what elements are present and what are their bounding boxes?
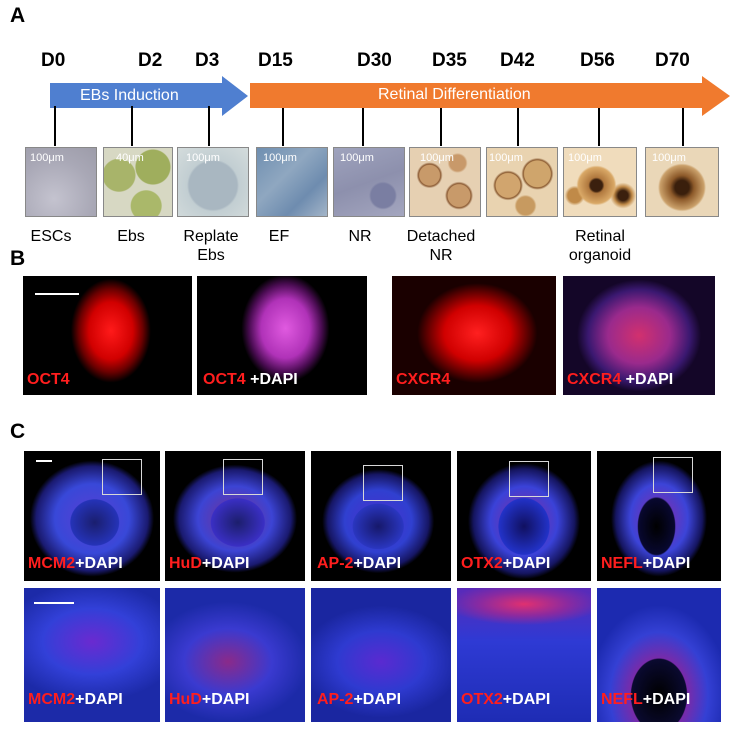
hud-organoid-image: HuD+DAPI (165, 451, 305, 581)
timeline-tick (131, 106, 133, 146)
cxcr4-image: CXCR4 (392, 276, 556, 395)
marker-label: AP-2 (317, 691, 354, 708)
timeline-tick (362, 108, 364, 146)
hud-zoom-image: HuD+DAPI (165, 588, 305, 722)
scale-label: 100μm (263, 152, 297, 164)
day-label: D3 (195, 50, 220, 71)
roi-box (102, 459, 142, 495)
marker-label: MCM2 (28, 691, 76, 708)
roi-box (223, 459, 263, 495)
scale-label: 100μm (489, 152, 523, 164)
timeline-tick (682, 108, 684, 146)
brightfield-image-replate-ebs: 100μm (177, 147, 249, 217)
mcm2-zoom-image: MCM2+DAPI (24, 588, 160, 722)
stage-label: Retinal organoid (568, 228, 632, 264)
retinal-differentiation-label: Retinal Differentiation (378, 86, 531, 103)
scale-label: 100μm (186, 152, 220, 164)
marker-label: CXCR4 (396, 371, 451, 388)
brightfield-image-ebs: 40μm (103, 147, 173, 217)
oct4-dapi-image: OCT4 +DAPI (197, 276, 367, 395)
ebs-induction-arrow (50, 76, 248, 116)
scale-label: 100μm (420, 152, 454, 164)
stage-label: Detached NR (406, 228, 476, 264)
marker-label: AP-2 (317, 555, 354, 572)
otx2-organoid-image: OTX2+DAPI (457, 451, 591, 581)
timeline-tick (208, 106, 210, 146)
timeline-tick (517, 108, 519, 146)
scale-bar (36, 460, 52, 462)
scale-label: 100μm (30, 152, 64, 164)
brightfield-image-d56: 100μm (563, 147, 637, 217)
nefl-zoom-image: NEFL+DAPI (597, 588, 721, 722)
roi-box (509, 461, 549, 497)
marker-label: OTX2 (461, 691, 503, 708)
timeline-tick (598, 108, 600, 146)
mcm2-organoid-image: MCM2+DAPI (24, 451, 160, 581)
marker-label: CXCR4 (567, 371, 622, 388)
panel-b-letter: B (10, 247, 26, 270)
day-label: D56 (580, 50, 615, 71)
panel-c-letter: C (10, 420, 26, 443)
timeline-tick (54, 106, 56, 146)
scale-bar (35, 293, 79, 295)
day-label: D30 (357, 50, 392, 71)
day-label: D70 (655, 50, 690, 71)
scale-label: 100μm (340, 152, 374, 164)
ap2-organoid-image: AP-2+DAPI (311, 451, 451, 581)
brightfield-image-d70: 100μm (645, 147, 719, 217)
marker-label: HuD (169, 691, 202, 708)
scale-label: 100μm (568, 152, 602, 164)
marker-label: HuD (169, 555, 202, 572)
stage-label: NR (348, 228, 372, 245)
ebs-induction-label: EBs Induction (80, 87, 179, 104)
scale-label: 40μm (116, 152, 144, 164)
brightfield-image-nr: 100μm (333, 147, 405, 217)
day-label: D15 (258, 50, 293, 71)
marker-label: OCT4 (27, 371, 70, 388)
stage-label: Replate Ebs (183, 228, 239, 264)
otx2-zoom-image: OTX2+DAPI (457, 588, 591, 722)
brightfield-image-escs: 100μm (25, 147, 97, 217)
stage-label: ESCs (30, 228, 72, 245)
day-label: D35 (432, 50, 467, 71)
nefl-organoid-image: NEFL+DAPI (597, 451, 721, 581)
roi-box (363, 465, 403, 501)
marker-label: NEFL (601, 555, 643, 572)
oct4-image: OCT4 (23, 276, 192, 395)
brightfield-image-ef: 100μm (256, 147, 328, 217)
day-label: D0 (41, 50, 66, 71)
marker-label: OCT4 (203, 371, 246, 388)
scale-label: 100μm (652, 152, 686, 164)
brightfield-image-d42: 100μm (486, 147, 558, 217)
day-label: D42 (500, 50, 535, 71)
day-label: D2 (138, 50, 163, 71)
timeline-tick (440, 108, 442, 146)
scale-bar (34, 602, 74, 604)
timeline-arrows (50, 76, 730, 116)
timeline-tick (282, 108, 284, 146)
panel-a-letter: A (10, 4, 26, 27)
stage-label: Ebs (117, 228, 145, 245)
stage-label: EF (268, 228, 290, 245)
roi-box (653, 457, 693, 493)
ap2-zoom-image: AP-2+DAPI (311, 588, 451, 722)
brightfield-image-detached-nr: 100μm (409, 147, 481, 217)
marker-label: MCM2 (28, 555, 76, 572)
marker-label: OTX2 (461, 555, 503, 572)
retinal-differentiation-arrow (250, 76, 730, 116)
cxcr4-dapi-image: CXCR4 +DAPI (563, 276, 715, 395)
marker-label: NEFL (601, 691, 643, 708)
